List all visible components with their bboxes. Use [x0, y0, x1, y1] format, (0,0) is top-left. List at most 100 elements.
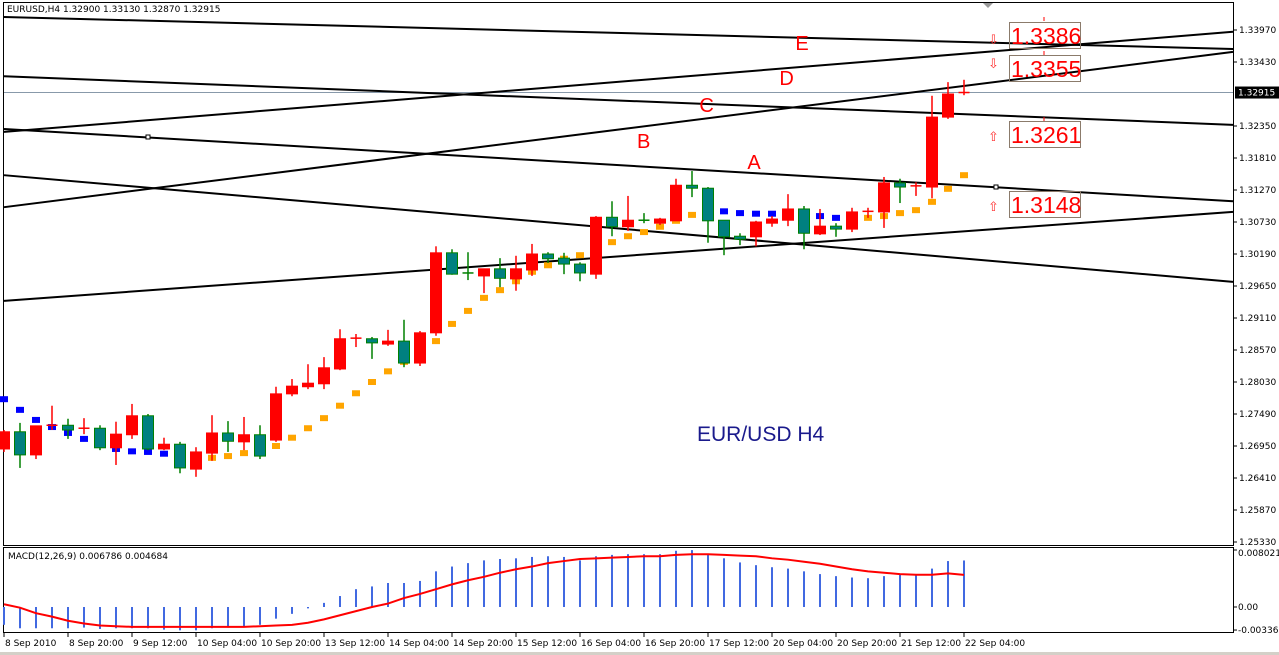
- trendline[interactable]: [3, 15, 1234, 50]
- candle[interactable]: [430, 246, 442, 336]
- candle[interactable]: [222, 421, 234, 452]
- candle[interactable]: [926, 95, 938, 199]
- anchor-point[interactable]: [993, 184, 999, 190]
- candle[interactable]: [894, 178, 906, 204]
- candle[interactable]: [318, 357, 330, 390]
- candle[interactable]: [254, 425, 266, 460]
- y-tick-label: 1.25330: [1239, 538, 1276, 548]
- candle[interactable]: [686, 171, 698, 198]
- candle[interactable]: [110, 421, 122, 465]
- candle[interactable]: [766, 216, 778, 227]
- macd-histogram-bar: [915, 574, 917, 607]
- wave-label[interactable]: A: [747, 152, 761, 174]
- candle[interactable]: [414, 331, 426, 367]
- candle[interactable]: [478, 268, 490, 294]
- candle[interactable]: [62, 418, 74, 439]
- chart-annotation-title[interactable]: EUR/USD H4: [697, 423, 825, 446]
- wave-label[interactable]: C: [699, 95, 713, 117]
- trendline[interactable]: [3, 75, 1234, 126]
- candle[interactable]: [206, 415, 218, 461]
- macd-histogram-bar: [899, 574, 901, 607]
- candle[interactable]: [0, 430, 10, 452]
- candle-body: [302, 382, 314, 388]
- wave-label[interactable]: E: [795, 33, 808, 55]
- candle[interactable]: [814, 208, 826, 236]
- candle[interactable]: [574, 262, 586, 282]
- candle[interactable]: [526, 243, 538, 276]
- candle[interactable]: [302, 364, 314, 390]
- candle[interactable]: [638, 213, 650, 224]
- candle[interactable]: [366, 336, 378, 359]
- candle[interactable]: [78, 418, 90, 435]
- chart-shift-marker[interactable]: [983, 3, 993, 8]
- level-4[interactable]: ⇧ 1.3148: [988, 191, 1081, 219]
- candle[interactable]: [94, 425, 106, 451]
- candle[interactable]: [446, 249, 458, 275]
- candle[interactable]: [590, 216, 602, 279]
- wave-label[interactable]: D: [779, 68, 793, 90]
- candle[interactable]: [286, 379, 298, 397]
- candle[interactable]: [158, 437, 170, 451]
- candle[interactable]: [878, 176, 890, 228]
- candle[interactable]: [238, 416, 250, 451]
- candle[interactable]: [190, 447, 202, 477]
- candle[interactable]: [942, 82, 954, 119]
- candle[interactable]: [398, 319, 410, 368]
- candle[interactable]: [382, 329, 394, 346]
- x-tick-label: 13 Sep 12:00: [325, 639, 385, 649]
- macd-histogram-bar: [131, 607, 133, 629]
- y-tick-label: 1.25870: [1239, 506, 1276, 516]
- chart-tabs-strip[interactable]: [0, 652, 1279, 655]
- candle[interactable]: [142, 414, 154, 451]
- candle[interactable]: [734, 233, 746, 246]
- candle[interactable]: [846, 207, 858, 233]
- candle[interactable]: [126, 403, 138, 439]
- candle[interactable]: [270, 386, 282, 442]
- level-3[interactable]: ⇧ 1.3261: [988, 117, 1081, 148]
- trendline[interactable]: [3, 174, 1234, 283]
- level-2[interactable]: ⇩ 1.3355: [988, 51, 1081, 82]
- wave-label[interactable]: B: [637, 131, 650, 153]
- candle[interactable]: [510, 255, 522, 291]
- candle[interactable]: [718, 219, 730, 256]
- candle[interactable]: [782, 194, 794, 227]
- candle[interactable]: [30, 425, 42, 460]
- candle[interactable]: [830, 223, 842, 237]
- candle[interactable]: [14, 422, 26, 468]
- candle[interactable]: [334, 329, 346, 371]
- candle[interactable]: [174, 441, 186, 474]
- candle[interactable]: [798, 206, 810, 250]
- macd-histogram-bar: [307, 607, 309, 609]
- candle[interactable]: [670, 178, 682, 222]
- candle[interactable]: [750, 220, 762, 247]
- candle[interactable]: [654, 217, 666, 225]
- candle-body: [510, 268, 522, 280]
- candle[interactable]: [350, 334, 362, 348]
- macd-histogram-bar: [771, 567, 773, 607]
- candle[interactable]: [558, 252, 570, 275]
- candle[interactable]: [702, 187, 714, 243]
- y-tick-label: 1.33970: [1239, 26, 1276, 36]
- trendline[interactable]: [3, 210, 1234, 302]
- candle[interactable]: [494, 258, 506, 288]
- level-1[interactable]: ⇩ 1.3386: [988, 17, 1081, 49]
- candle[interactable]: [958, 79, 970, 96]
- candle-body: [222, 432, 234, 442]
- arrow-down-icon: ⇩: [988, 57, 999, 72]
- candle[interactable]: [606, 201, 618, 237]
- candle-body: [686, 184, 698, 189]
- trendline[interactable]: [3, 127, 1234, 203]
- macd-histogram-bar: [99, 607, 101, 629]
- candle[interactable]: [462, 252, 474, 281]
- candle[interactable]: [862, 207, 874, 218]
- indicator-dot: [32, 416, 40, 423]
- candle[interactable]: [46, 405, 58, 431]
- indicator-dot: [144, 448, 152, 455]
- candle[interactable]: [622, 195, 634, 231]
- candle[interactable]: [542, 252, 554, 263]
- candle-body: [814, 225, 826, 235]
- trendline[interactable]: [3, 50, 1234, 209]
- candle[interactable]: [910, 182, 922, 196]
- anchor-point[interactable]: [145, 134, 151, 140]
